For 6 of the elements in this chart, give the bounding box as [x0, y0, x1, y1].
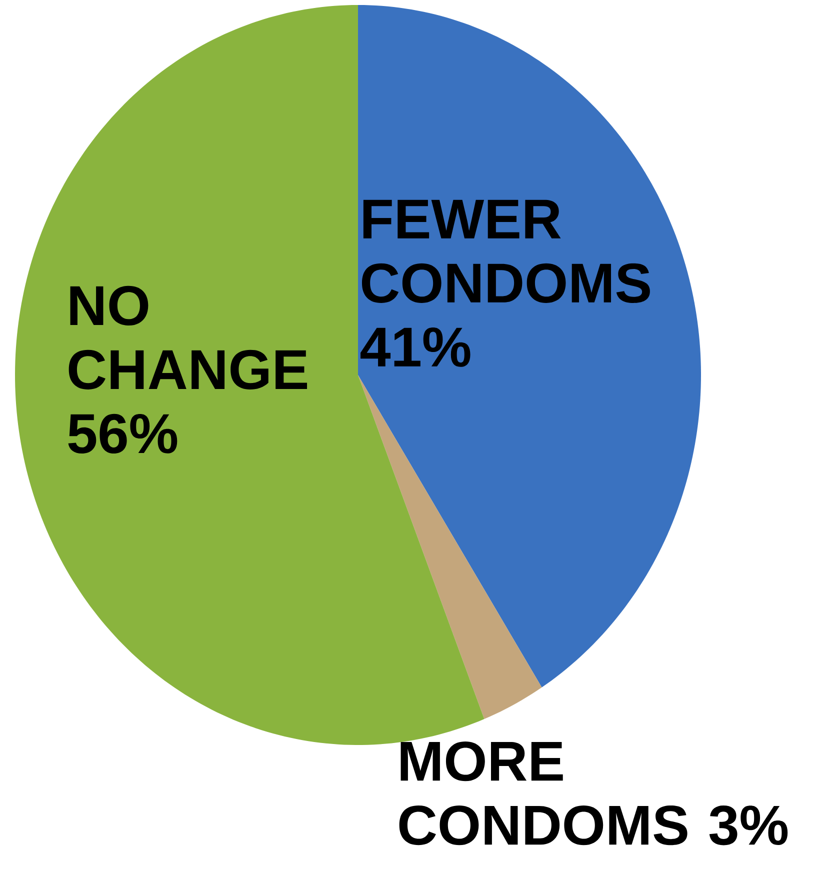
data-label: 41% — [360, 327, 470, 367]
data-label: 3% — [709, 805, 788, 846]
slice-label: NO CHANGE — [68, 286, 308, 390]
data-label: 56% — [68, 414, 178, 454]
slice-label: MORE CONDOMS — [399, 741, 688, 846]
slice-label: FEWER CONDOMS — [362, 200, 650, 303]
